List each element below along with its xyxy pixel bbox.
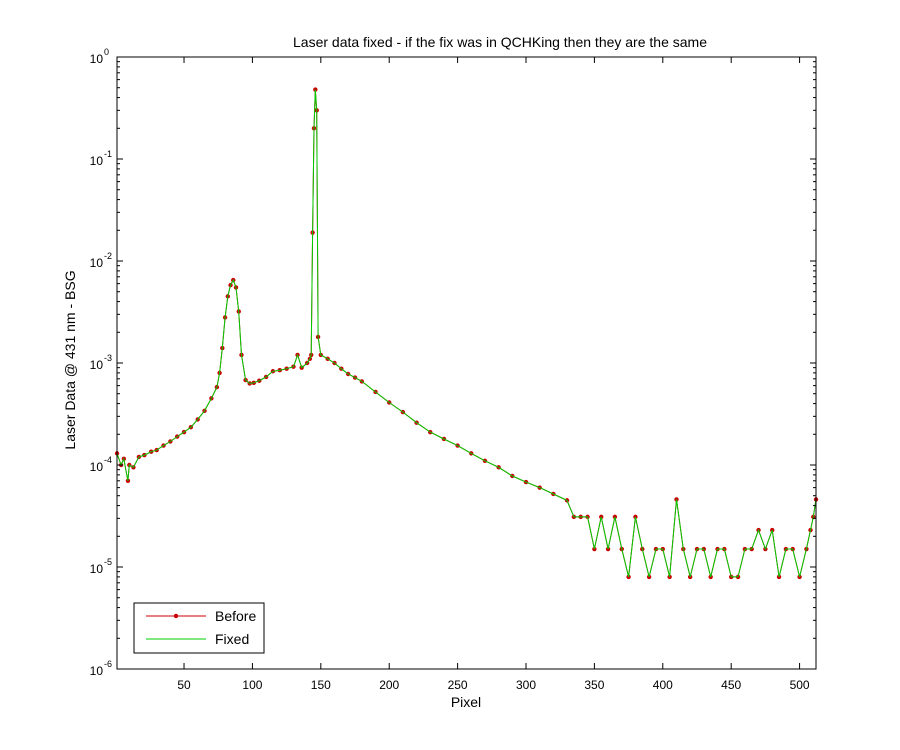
y-tick-label-exponent: 0	[104, 47, 109, 57]
x-tick-label: 400	[653, 678, 673, 692]
y-tick-label-base: 10	[90, 256, 104, 270]
y-tick-label-exponent: -2	[104, 251, 112, 261]
x-tick-label: 300	[516, 678, 536, 692]
y-tick-label-base: 10	[90, 52, 104, 66]
x-axis-ticks: 50 100 150 200 250 300 350 400 450 500	[177, 57, 810, 692]
plot-frame	[116, 56, 817, 670]
x-tick-label: 50	[177, 678, 191, 692]
series-layer	[114, 87, 819, 580]
x-tick-label: 200	[379, 678, 399, 692]
y-tick-label-base: 10	[90, 154, 104, 168]
y-axis-label: Laser Data @ 431 nm - BSG	[62, 270, 78, 449]
y-tick-label-base: 10	[90, 664, 104, 678]
x-tick-label: 450	[721, 678, 741, 692]
y-tick-label-exponent: -4	[104, 455, 112, 465]
x-tick-label: 100	[242, 678, 262, 692]
y-tick-label-base: 10	[90, 460, 104, 474]
legend-box	[133, 602, 265, 654]
y-tick-label-exponent: -6	[104, 659, 112, 669]
x-tick-label: 250	[448, 678, 468, 692]
x-tick-label: 500	[790, 678, 810, 692]
y-tick-label-base: 10	[90, 358, 104, 372]
plot-area	[117, 57, 816, 669]
legend-label-fixed: Fixed	[215, 631, 249, 647]
x-axis-label: Pixel	[451, 694, 481, 710]
y-tick-label-exponent: -1	[104, 149, 112, 159]
legend: Before Fixed	[133, 602, 265, 654]
y-tick-label-exponent: -5	[104, 557, 112, 567]
legend-marker-before	[173, 613, 179, 619]
series-line-fixed	[116, 89, 817, 578]
x-tick-label: 150	[311, 678, 331, 692]
y-tick-label-base: 10	[90, 562, 104, 576]
x-tick-label: 350	[584, 678, 604, 692]
legend-label-before: Before	[215, 608, 256, 624]
y-tick-label-exponent: -3	[104, 353, 112, 363]
chart-title: Laser data fixed - if the fix was in QCH…	[293, 34, 707, 50]
